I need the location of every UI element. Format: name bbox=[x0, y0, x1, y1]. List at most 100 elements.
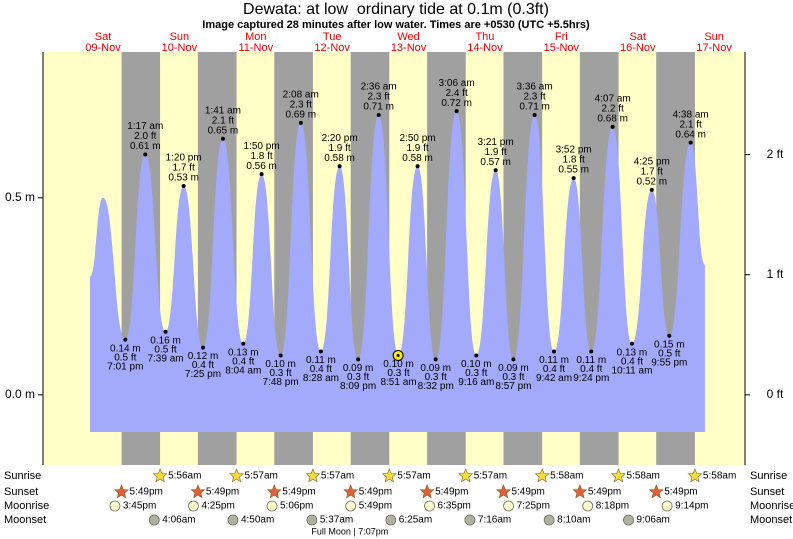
moonrise-time: 4:25pm bbox=[201, 501, 234, 512]
day-name: Thu bbox=[475, 31, 494, 43]
moonset-time: 9:06am bbox=[637, 515, 670, 526]
tide-ft-label: 2.1 ft bbox=[212, 115, 234, 126]
sunrise-time: 5:58am bbox=[627, 471, 660, 482]
sunrise-icon bbox=[305, 468, 321, 483]
moonrise-time: 6:35pm bbox=[438, 501, 471, 512]
day-date: 12-Nov bbox=[314, 42, 350, 54]
tide-point bbox=[433, 357, 438, 362]
tide-time-label: 10:11 am bbox=[611, 365, 652, 376]
tide-ft-label: 2.1 ft bbox=[680, 119, 702, 130]
sunrise-icon bbox=[152, 468, 168, 483]
day-date: 10-Nov bbox=[162, 42, 198, 54]
sunset-icon bbox=[648, 484, 664, 499]
row-label: Moonrise bbox=[750, 500, 793, 512]
row-label: Sunset bbox=[4, 486, 38, 498]
current-dot bbox=[396, 353, 400, 357]
tide-value-label: 0.71 m bbox=[363, 102, 394, 113]
tide-ft-label: 1.9 ft bbox=[406, 143, 428, 154]
tide-point bbox=[278, 353, 283, 358]
sunset-time: 5:49pm bbox=[282, 487, 315, 498]
tide-value-label: 0.71 m bbox=[519, 102, 550, 113]
moonrise-time: 3:45pm bbox=[123, 501, 156, 512]
moonset-icon bbox=[464, 514, 476, 526]
tide-value-label: 0.10 m bbox=[383, 359, 414, 370]
tide-point bbox=[201, 345, 206, 350]
sunset-time: 5:49pm bbox=[588, 487, 621, 498]
tide-ft-label: 1.7 ft bbox=[641, 167, 663, 178]
moonrise-icon bbox=[109, 500, 121, 512]
day-date: 17-Nov bbox=[696, 42, 732, 54]
tide-ft-label: 0.3 ft bbox=[347, 372, 369, 383]
tide-time-label: 8:28 am bbox=[303, 373, 339, 384]
row-label: Moonset bbox=[4, 514, 46, 526]
y2-tick-label: 2 ft bbox=[767, 147, 784, 161]
tide-point bbox=[376, 113, 381, 118]
y2-tick-label: 0 ft bbox=[767, 387, 784, 401]
plot-layer bbox=[89, 52, 705, 465]
tide-ft-label: 0.3 ft bbox=[425, 372, 447, 383]
tide-point bbox=[474, 353, 479, 358]
day-date: 16-Nov bbox=[620, 42, 656, 54]
tide-ft-label: 2.2 ft bbox=[602, 104, 624, 115]
tide-ft-label: 2.0 ft bbox=[134, 131, 156, 142]
tide-point bbox=[571, 176, 576, 181]
tide-point bbox=[220, 136, 225, 141]
sunset-icon bbox=[419, 484, 435, 499]
sunset-time: 5:49pm bbox=[359, 487, 392, 498]
tide-ft-label: 0.5 ft bbox=[154, 344, 176, 355]
sunrise-icon bbox=[687, 468, 703, 483]
y-tick-label: 0.5 m bbox=[5, 190, 35, 204]
moonrise-time: 8:18pm bbox=[596, 501, 629, 512]
tide-time-label: 2:20 pm bbox=[322, 133, 358, 144]
chart-title: Dewata: at low ordinary tide at 0.1m (0.… bbox=[243, 1, 549, 18]
tide-point bbox=[123, 337, 128, 342]
sunrise-time: 5:57am bbox=[397, 471, 430, 482]
sunset-icon bbox=[190, 484, 206, 499]
moonrise-icon bbox=[345, 500, 357, 512]
moonrise-icon bbox=[582, 500, 594, 512]
tide-point bbox=[532, 113, 537, 118]
tide-time-label: 3:06 am bbox=[439, 78, 475, 89]
tide-ft-label: 2.3 ft bbox=[368, 92, 390, 103]
tide-value-label: 0.55 m bbox=[558, 165, 589, 176]
tide-value-label: 0.09 m bbox=[498, 363, 529, 374]
tide-ft-label: 0.4 ft bbox=[543, 364, 565, 375]
moonset-time: 8:10am bbox=[557, 515, 590, 526]
tide-point bbox=[610, 124, 615, 129]
sunset-icon bbox=[572, 484, 588, 499]
tide-time-label: 9:55 pm bbox=[651, 357, 687, 368]
tide-time-label: 7:01 pm bbox=[107, 361, 143, 372]
tide-time-label: 8:51 am bbox=[380, 377, 416, 388]
sunrise-icon bbox=[229, 468, 244, 483]
tide-ft-label: 0.3 ft bbox=[387, 368, 409, 379]
day-name: Sat bbox=[629, 31, 646, 43]
tide-time-label: 8:09 pm bbox=[340, 381, 376, 392]
tide-ft-label: 0.3 ft bbox=[465, 368, 487, 379]
tide-point bbox=[688, 140, 693, 145]
moonset-icon bbox=[227, 514, 239, 526]
day-date: 11-Nov bbox=[238, 42, 273, 54]
tide-time-label: 4:38 am bbox=[673, 109, 709, 120]
row-label: Sunrise bbox=[750, 470, 787, 482]
tide-value-label: 0.10 m bbox=[265, 359, 296, 370]
y-tick-label: 0.0 m bbox=[5, 387, 35, 401]
tide-point bbox=[415, 164, 420, 169]
tide-time-label: 1:41 am bbox=[205, 105, 241, 116]
tide-time-label: 9:24 pm bbox=[573, 373, 609, 384]
tide-value-label: 0.72 m bbox=[441, 98, 472, 109]
tide-time-label: 3:21 pm bbox=[478, 137, 514, 148]
tide-time-label: 7:25 pm bbox=[185, 369, 221, 380]
row-label: Moonrise bbox=[4, 500, 49, 512]
moonset-time: 4:50am bbox=[241, 515, 274, 526]
tide-ft-label: 0.4 ft bbox=[621, 356, 643, 367]
tide-value-label: 0.15 m bbox=[654, 339, 685, 350]
tide-point bbox=[589, 349, 594, 354]
tide-ft-label: 2.3 ft bbox=[290, 100, 312, 111]
tide-point bbox=[649, 187, 654, 192]
tide-time-label: 2:36 am bbox=[361, 82, 397, 93]
tide-point bbox=[241, 341, 246, 346]
tide-ft-label: 2.3 ft bbox=[523, 92, 545, 103]
tide-point bbox=[454, 109, 459, 114]
sunrise-time: 5:57am bbox=[321, 471, 354, 482]
tide-value-label: 0.09 m bbox=[343, 363, 374, 374]
